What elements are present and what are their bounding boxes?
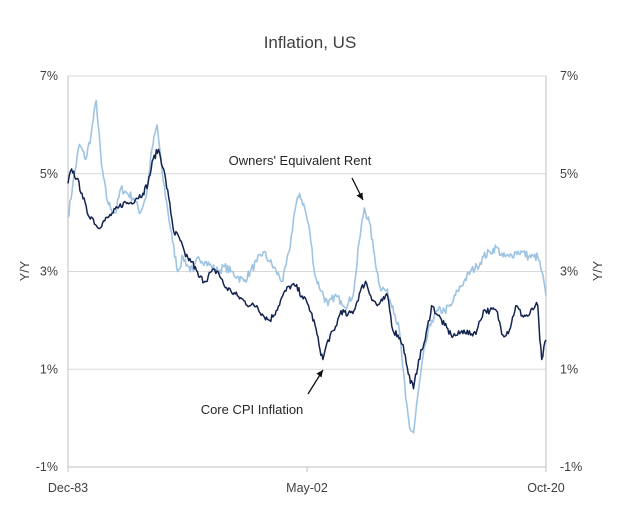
annotation-owners-equivalent-rent: Owners' Equivalent Rent [229,153,372,168]
gridlines [68,75,546,370]
y-tick-label-left: 3% [40,265,58,279]
y-tick-label-left: -1% [36,460,58,474]
y-tick-label-right: -1% [560,460,582,474]
y-tick-label-left: 1% [40,362,58,376]
series-line-core-cpi [67,148,547,390]
y-tick-label-left: 7% [40,69,58,83]
y-axis-right: -1% 1% 3% 5% 7% [560,69,582,474]
series-layer [67,99,547,434]
y-tick-label-right: 7% [560,69,578,83]
y-tick-label-right: 1% [560,362,578,376]
annotation-arrowhead-core [316,370,323,378]
x-tick-label: May-02 [286,481,328,495]
y-tick-label-left: 5% [40,167,58,181]
y-tick-label-right: 3% [560,265,578,279]
y-axis-left: -1% 1% 3% 5% 7% [36,69,58,474]
annotation-arrowhead-oer [356,192,363,200]
y-axis-right-title: Y/Y [591,260,605,281]
annotation-core-cpi: Core CPI Inflation [201,402,304,417]
x-tick-label: Dec-83 [48,481,88,495]
y-axis-left-title: Y/Y [18,260,32,281]
series-line-owners-equivalent-rent [67,99,547,434]
x-axis: Dec-83 May-02 Oct-20 [48,467,565,495]
chart-title: Inflation, US [264,33,357,52]
y-tick-label-right: 5% [560,167,578,181]
x-tick-label: Oct-20 [527,481,565,495]
